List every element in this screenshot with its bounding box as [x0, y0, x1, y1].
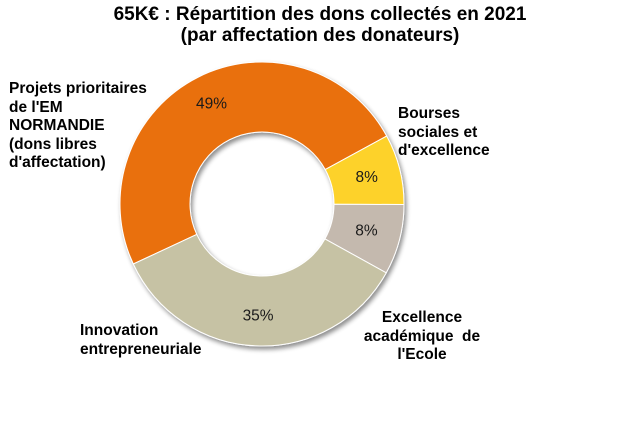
category-label-bourses-line-3: d'excellence: [398, 142, 490, 159]
category-label-bourses-line-1: Bourses: [398, 105, 461, 122]
category-label-excellence: Excellence académique de l'Ecole: [348, 309, 496, 365]
category-label-projets: Projets prioritaires de l'EM NORMANDIE (…: [9, 80, 147, 173]
category-label-excellence-line-3: l'Ecole: [397, 346, 447, 363]
value-label-excellence: 8%: [355, 169, 378, 186]
chart-title-line-2: (par affectation des donateurs): [180, 25, 460, 46]
category-label-excellence-line-2: académique de: [363, 327, 481, 345]
donut-slice-bourses: [119, 61, 388, 265]
value-label-innovation: 8%: [355, 223, 378, 240]
category-label-excellence-line-1: Excellence: [381, 309, 463, 326]
donut-slices: [119, 61, 405, 347]
value-label-projets: 35%: [243, 307, 274, 324]
category-label-projets-line-2: de l'EM: [9, 98, 63, 116]
category-label-bourses: Bourses sociales et d'excellence: [398, 105, 490, 161]
category-label-projets-line-3: NORMANDIE: [9, 117, 105, 134]
category-label-innovation: Innovation entrepreneuriale: [80, 322, 201, 359]
chart-title-line-1: 65K€ : Répartition des dons collectés en…: [113, 4, 527, 25]
category-label-bourses-line-2: sociales et: [398, 123, 478, 141]
value-label-bourses: 49%: [196, 96, 227, 113]
category-label-projets-line-5: d'affectation): [9, 154, 106, 171]
category-label-innovation-line-1: Innovation: [80, 322, 159, 339]
donut-value-labels: 49% 8% 8% 35%: [196, 96, 378, 325]
category-label-innovation-line-2: entrepreneuriale: [80, 340, 202, 358]
donut-slice-projets: [132, 233, 387, 347]
category-label-projets-line-1: Projets prioritaires: [9, 80, 147, 97]
category-label-projets-line-4: (dons libres: [9, 135, 97, 153]
